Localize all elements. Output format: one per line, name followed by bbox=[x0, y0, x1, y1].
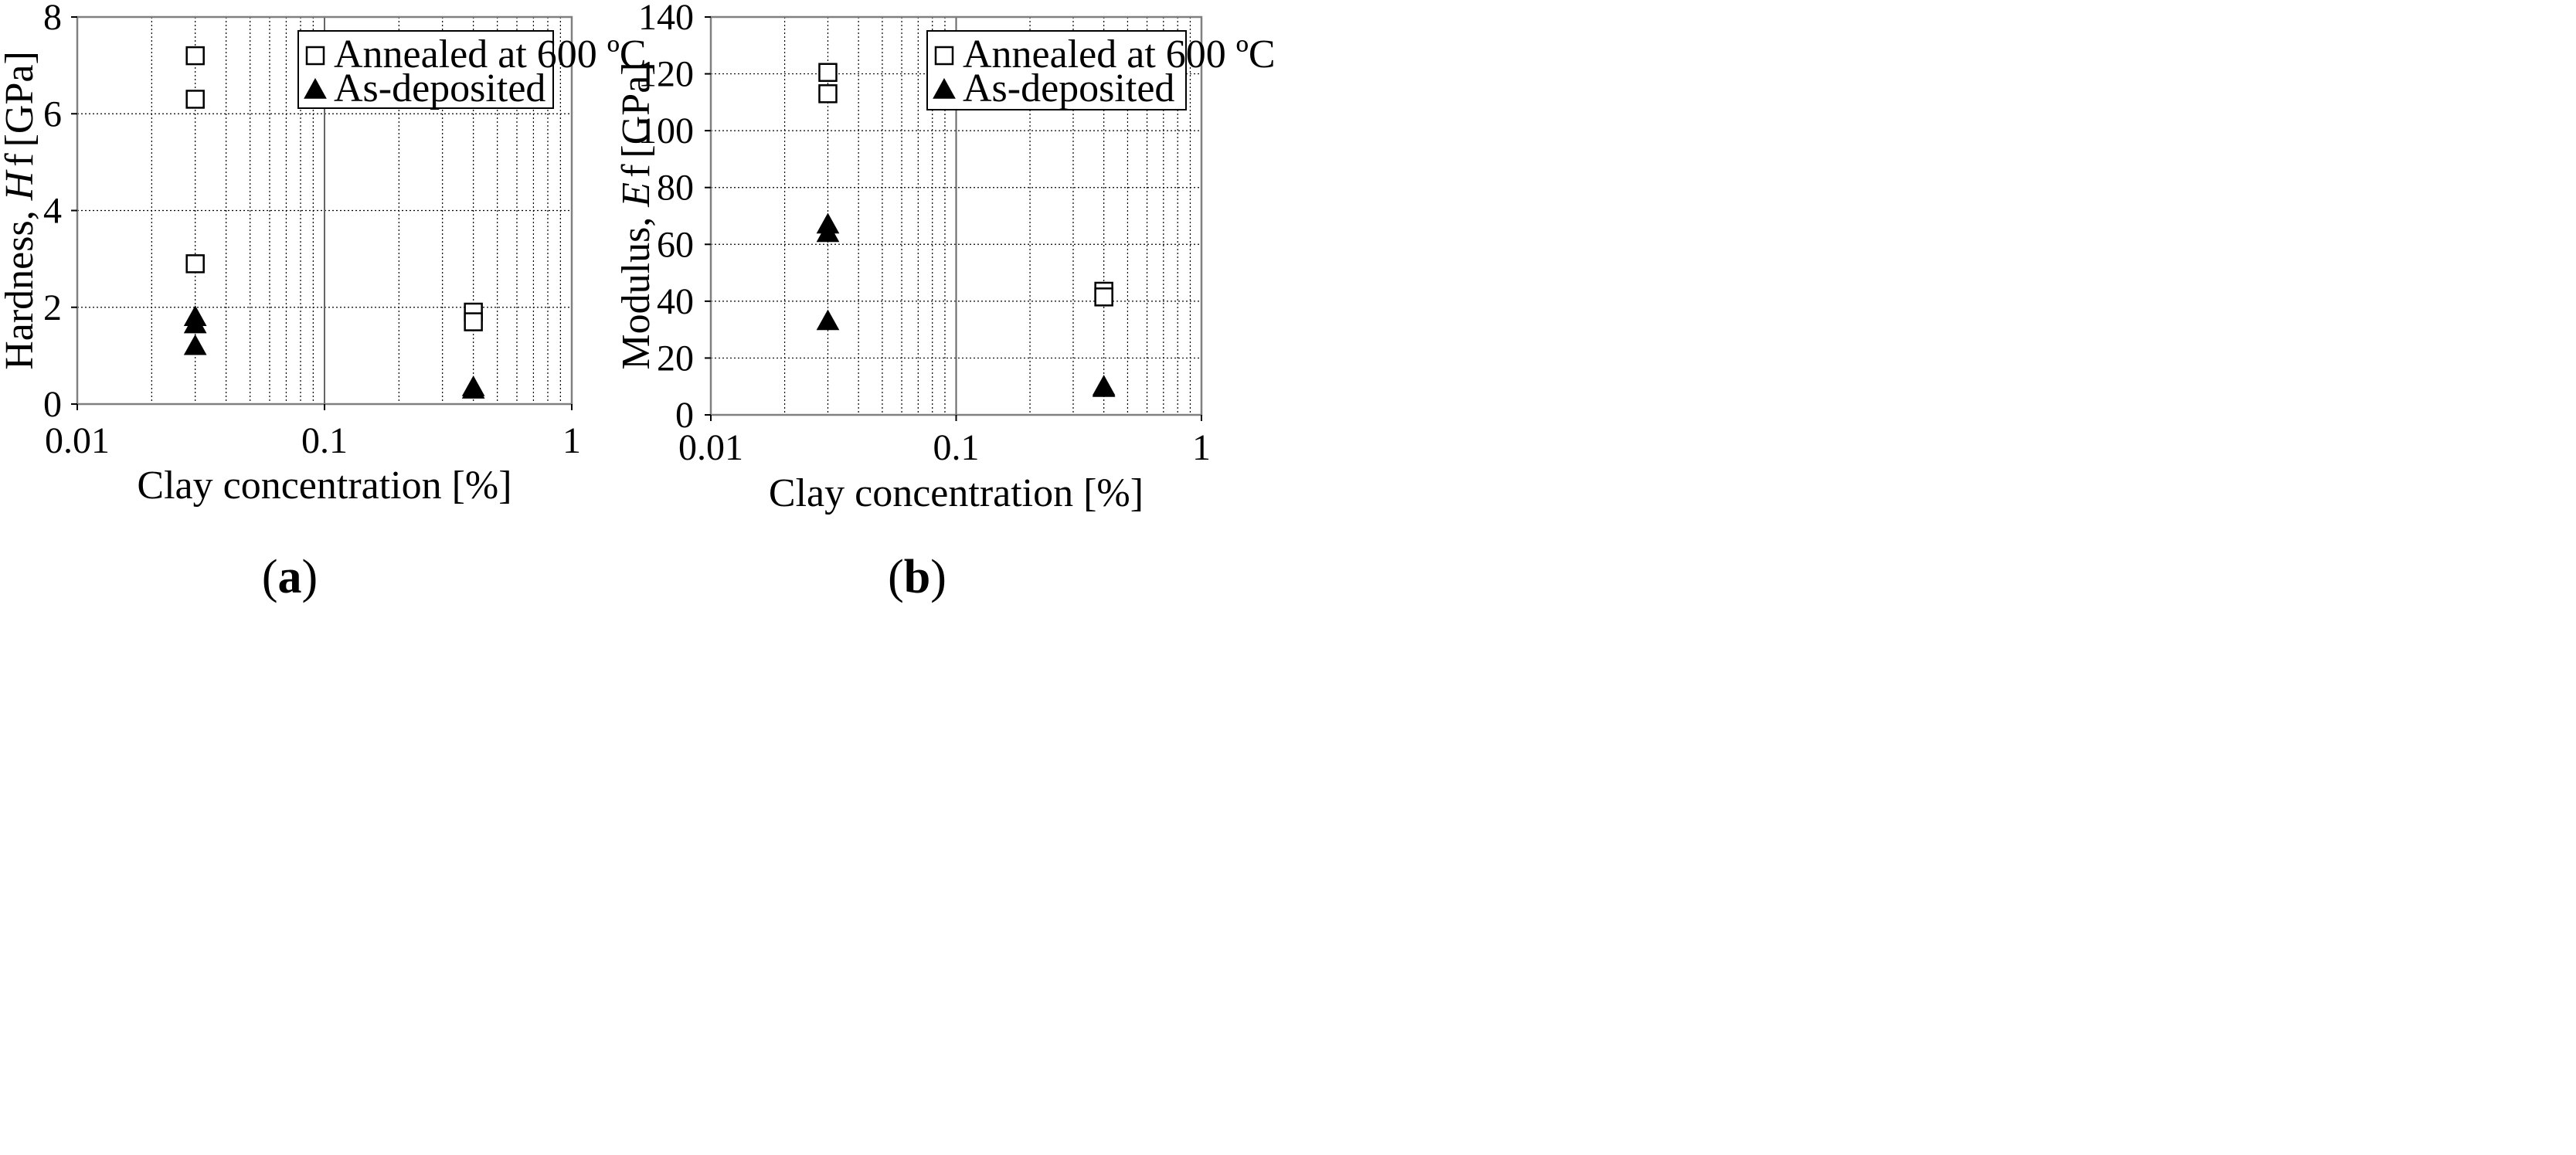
data-point bbox=[183, 312, 207, 334]
series-as-deposited bbox=[816, 212, 1116, 397]
data-point bbox=[1092, 376, 1116, 397]
chart-panel-a: 0 2 4 6 8 0.01 0.1 1 Clay concentration [%] Hardn… bbox=[0, 0, 647, 603]
legend-label: As-deposited bbox=[334, 66, 545, 110]
y-axis-label-prefix: Modulus, bbox=[614, 207, 658, 370]
x-tick-label: 1 bbox=[1192, 427, 1211, 468]
y-tick-label: 0 bbox=[43, 384, 62, 425]
data-point bbox=[464, 312, 483, 331]
data-point bbox=[816, 309, 840, 331]
y-axis-label-symbol: E bbox=[614, 182, 658, 208]
legend-label: As-deposited bbox=[963, 66, 1174, 110]
y-tick-label: 40 bbox=[657, 281, 694, 322]
data-point bbox=[818, 63, 838, 82]
x-axis-label: Clay concentration [%] bbox=[769, 471, 1144, 515]
data-point bbox=[185, 46, 205, 66]
data-point bbox=[183, 334, 207, 355]
caption-close-paren: ) bbox=[930, 551, 946, 603]
legend-marker-filled-triangle bbox=[933, 77, 956, 99]
y-axis-label-unit: [GPa] bbox=[0, 51, 42, 147]
data-point bbox=[185, 254, 205, 273]
y-tick-label: 2 bbox=[43, 287, 62, 328]
y-tick-label: 20 bbox=[657, 338, 694, 379]
legend-label: Annealed at 600 ºC bbox=[334, 32, 647, 76]
caption-open-paren: ( bbox=[262, 551, 278, 603]
y-tick-label: 140 bbox=[638, 0, 694, 38]
x-tick-label: 0.1 bbox=[933, 427, 980, 468]
y-axis-label-unit: [GPa] bbox=[614, 62, 658, 158]
y-axis-label-symbol: H bbox=[0, 169, 42, 201]
y-tick-label: 0 bbox=[675, 395, 694, 436]
legend-marker-filled-triangle bbox=[304, 77, 327, 99]
y-tick-label: 6 bbox=[43, 93, 62, 134]
series-annealed bbox=[818, 63, 1113, 307]
x-tick-label: 0.01 bbox=[678, 427, 743, 468]
y-tick-label: 100 bbox=[638, 110, 694, 151]
y-tick-label: 120 bbox=[638, 54, 694, 95]
caption-letter: a bbox=[278, 551, 302, 603]
x-axis-label: Clay concentration [%] bbox=[137, 464, 511, 508]
legend-box bbox=[926, 30, 1187, 110]
series-as-deposited bbox=[183, 305, 485, 399]
data-point bbox=[185, 90, 205, 109]
caption-open-paren: ( bbox=[888, 551, 904, 603]
legend-marker-open-square bbox=[934, 46, 954, 66]
caption-close-paren: ) bbox=[302, 551, 318, 603]
y-axis-label-subscript: f bbox=[0, 153, 42, 167]
y-axis-label: Hardness, Hf [GPa] bbox=[0, 51, 42, 370]
legend-marker-open-square bbox=[305, 46, 325, 66]
x-tick-label: 0.1 bbox=[301, 420, 348, 461]
data-point bbox=[818, 84, 838, 104]
series-annealed bbox=[185, 46, 483, 331]
legend-box bbox=[297, 30, 554, 109]
y-tick-label: 8 bbox=[43, 0, 62, 38]
data-point bbox=[1094, 287, 1113, 307]
x-tick-label: 1 bbox=[562, 420, 581, 461]
panel-caption: (b) bbox=[888, 551, 946, 603]
data-point bbox=[816, 221, 840, 243]
chart-panel-b: 0 20 40 60 80 100 120 140 0.01 0.1 1 Clay concentra… bbox=[614, 0, 1276, 603]
y-tick-label: 80 bbox=[657, 168, 694, 209]
y-tick-label: 60 bbox=[657, 224, 694, 265]
caption-letter: b bbox=[904, 551, 930, 603]
y-tick-label: 4 bbox=[43, 191, 62, 232]
legend-label: Annealed at 600 ºC bbox=[963, 32, 1276, 76]
panel-caption: (a) bbox=[262, 551, 318, 603]
y-axis-label-prefix: Hardness, bbox=[0, 200, 42, 370]
data-point bbox=[461, 378, 485, 399]
y-axis-label: Modulus, Ef [GPa] bbox=[614, 62, 658, 369]
y-axis-label-subscript: f bbox=[614, 164, 658, 178]
x-tick-label: 0.01 bbox=[45, 420, 110, 461]
